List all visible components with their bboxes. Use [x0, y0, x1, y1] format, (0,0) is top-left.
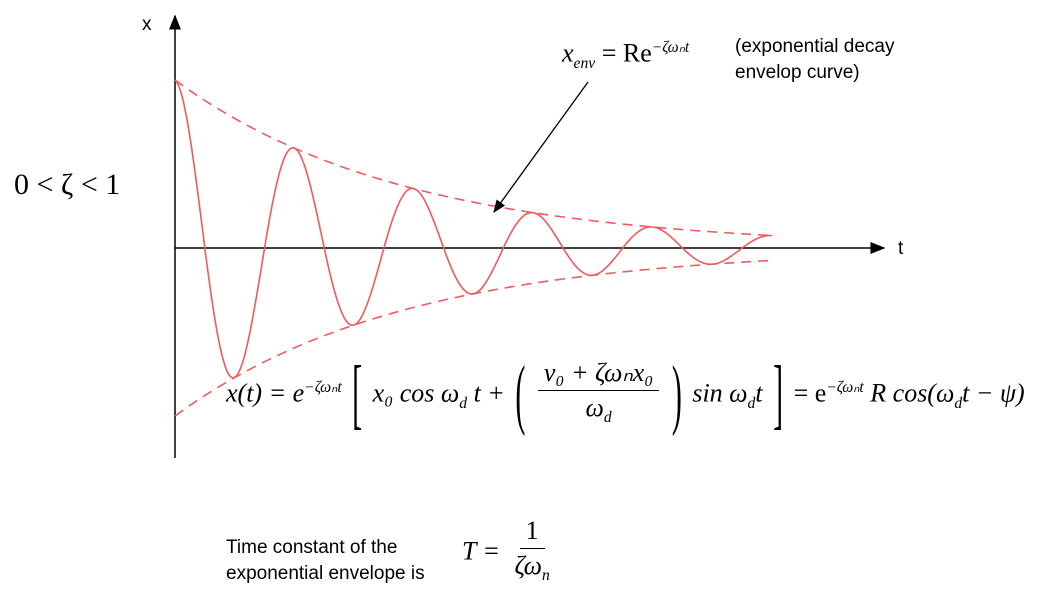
- equation-right: = e: [793, 378, 827, 408]
- equation-exp: −ζωₙt: [304, 378, 342, 396]
- time-constant-numerator: 1: [519, 516, 545, 549]
- time-constant-lhs: T =: [462, 536, 501, 566]
- equation-term2: sin ω: [692, 378, 748, 408]
- envelope-note-line2: envelop curve): [735, 62, 860, 83]
- equation-term1-sub: d: [459, 394, 468, 412]
- left-paren: (: [515, 351, 526, 438]
- envelope-formula: xenv = Re−ζωₙt: [562, 38, 689, 73]
- fraction-numerator: v₀ + ζωₙx₀: [537, 358, 660, 391]
- envelope-exponent: −ζωₙt: [651, 39, 690, 56]
- time-constant-formula: T = 1 ζωn: [462, 516, 558, 591]
- left-bracket: [: [352, 351, 363, 438]
- equation-term1-tail: t +: [473, 378, 505, 408]
- right-paren: ): [671, 351, 682, 438]
- equation-term1: x₀ cos ω: [372, 378, 460, 408]
- envelope-pointer-arrow: [493, 81, 589, 214]
- equation-term2-sub: d: [747, 394, 756, 412]
- main-equation: x(t) = e−ζωₙt [ x₀ cos ωd t + ( v₀ + ζωₙ…: [226, 351, 1025, 438]
- time-constant-label-line1: Time constant of the: [226, 537, 398, 558]
- x-axis-label: x: [142, 14, 152, 35]
- t-axis-label: t: [898, 238, 904, 259]
- fraction-denominator: ω: [585, 393, 604, 422]
- time-constant-denominator-sub: n: [541, 567, 550, 585]
- equation-right-exp: −ζωₙt: [826, 378, 864, 396]
- time-constant-denominator: ζω: [514, 551, 542, 580]
- time-constant-fraction: 1 ζωn: [509, 516, 556, 591]
- damping-condition: 0 < ζ < 1: [14, 168, 121, 201]
- envelope-lhs-sub: env: [573, 54, 596, 72]
- time-constant-label-line2: exponential envelope is: [226, 563, 425, 584]
- envelope-rhs: = Re: [601, 38, 652, 68]
- envelope-note-line1: (exponential decay: [735, 36, 895, 57]
- equation-right-tail: R cos(ω: [870, 378, 955, 408]
- equation-right-end: t − ψ): [962, 378, 1025, 408]
- fraction-denominator-sub: d: [603, 409, 612, 427]
- envelope-lhs: x: [562, 38, 574, 68]
- equation-fraction: v₀ + ζωₙx₀ ωd: [537, 358, 660, 433]
- equation-left: x(t) = e: [226, 378, 305, 408]
- damped-response-curve: [174, 79, 772, 379]
- equation-right-sub: d: [954, 394, 963, 412]
- equation-term2-tail: t: [755, 378, 763, 408]
- right-bracket: ]: [773, 351, 784, 438]
- upper-envelope-curve: [174, 79, 773, 237]
